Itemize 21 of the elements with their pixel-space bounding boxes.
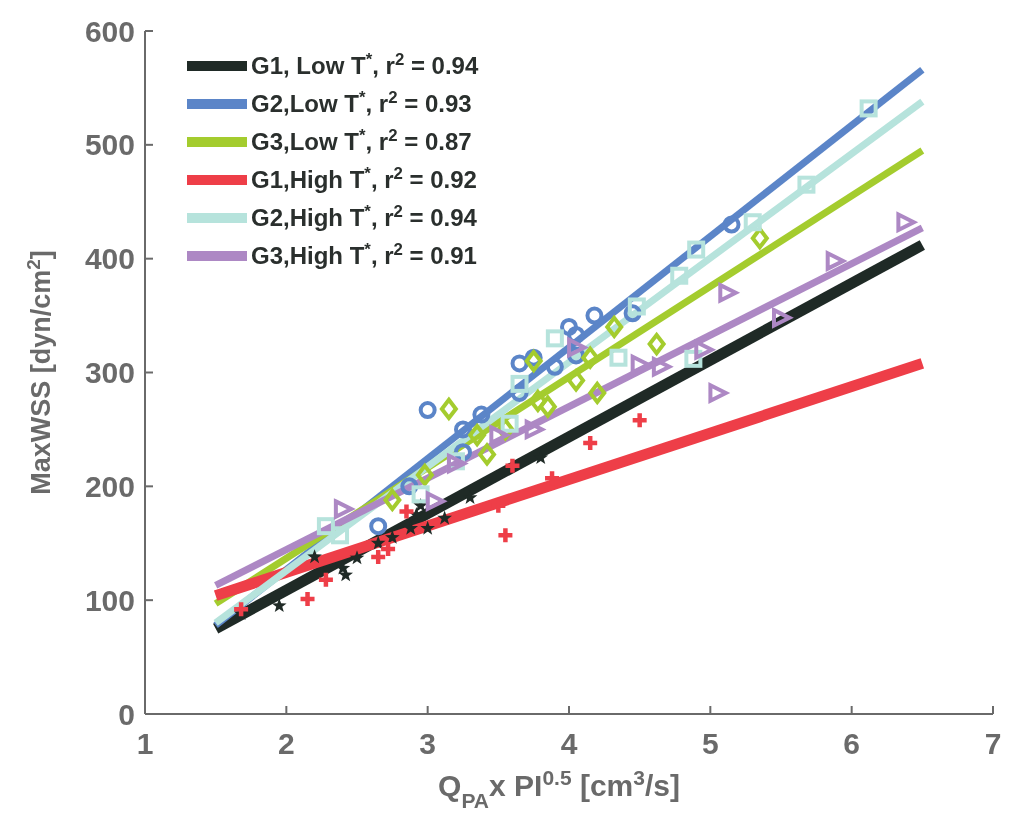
- x-tick-label: 2: [277, 727, 295, 760]
- y-tick-label: 600: [84, 14, 135, 48]
- legend-label: G1, Low T$^{*}$, r$^{2}$ = 0.94: [251, 49, 479, 80]
- legend-label: G3,High T$^{*}$, r$^{2}$ = 0.91: [251, 239, 477, 270]
- x-axis-title: Q$_{PA}$x PI$^{0.5}$ [cm$^{3}$/s]: [438, 765, 680, 812]
- x-tick-label: 5: [701, 727, 719, 760]
- x-tick-label: 4: [560, 727, 578, 760]
- x-tick-label: 7: [984, 727, 1002, 760]
- y-tick-label: 0: [118, 697, 135, 731]
- legend-label: G2,High T$^{*}$, r$^{2}$ = 0.94: [251, 201, 478, 232]
- y-tick-label: 200: [84, 469, 135, 503]
- legend-label: G2,Low T$^{*}$, r$^{2}$ = 0.93: [251, 87, 472, 118]
- x-tick-label: 1: [136, 727, 154, 760]
- legend-label: G1,High T$^{*}$, r$^{2}$ = 0.92: [251, 163, 477, 194]
- y-tick-label: 500: [84, 128, 135, 162]
- y-tick-label: 300: [84, 356, 135, 389]
- legend-label: G3,Low T$^{*}$, r$^{2}$ = 0.87: [251, 125, 472, 156]
- x-tick-label: 3: [419, 727, 437, 760]
- y-tick-label: 400: [84, 242, 135, 276]
- y-tick-label: 100: [84, 583, 135, 617]
- x-tick-label: 6: [843, 727, 861, 760]
